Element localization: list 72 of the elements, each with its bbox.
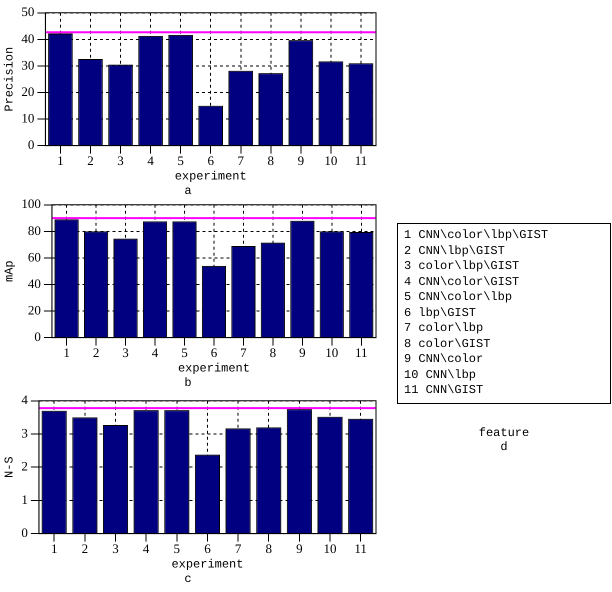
y-tick-label: 20 [28,302,41,318]
x-axis-title: experiment [171,558,244,572]
y-tick-label: 2 [21,458,28,474]
y-tick-label: 10 [21,110,34,126]
y-tick-label: 80 [28,222,41,238]
y-axis-title: mAp [2,260,16,282]
text: 10 CNN\lbp [404,368,478,383]
text: a [184,184,192,198]
x-tick-label: 10 [324,152,338,168]
text: feature [478,426,530,440]
y-axis-title: Precision [2,46,16,112]
x-tick-label: 5 [181,344,188,360]
x-tick-label: 2 [82,540,88,556]
x-tick-label: 2 [87,152,94,168]
x-tick-label: 4 [147,152,154,168]
x-tick-label: 11 [355,344,368,360]
y-tick-label: 40 [21,30,34,46]
text: 5 CNN\color\lbp [404,290,514,306]
text: 7 color\lbp [404,321,484,336]
y-tick-label: 3 [21,425,28,440]
y-tick-label: 0 [34,329,41,344]
x-tick-label: 3 [117,152,124,168]
y-tick-label: 20 [21,84,34,99]
y-tick-label: 100 [21,196,41,212]
x-tick-label: 7 [238,152,245,168]
text: 4 CNN\color\GIST [404,274,520,290]
text: b [184,376,192,390]
x-tick-label: 7 [240,344,248,360]
x-tick-label: 3 [122,344,129,360]
text: d [499,440,509,454]
x-axis-title: experiment [174,170,247,184]
text: 3 color\lbp\GIST [404,259,520,274]
x-tick-label: 3 [112,540,119,556]
x-tick-label: 4 [142,540,150,556]
text: 6 lbp\GIST [404,306,478,321]
x-tick-label: 5 [177,152,184,168]
text: 1 CNN\color\lbp\GIST [404,228,550,244]
x-tick-label: 9 [296,540,303,556]
x-tick-label: 9 [298,152,304,168]
x-tick-label: 2 [92,344,100,360]
y-tick-label: 50 [21,4,34,20]
text: 8 color\GIST [404,336,492,352]
x-tick-label: 4 [152,344,159,360]
y-tick-label: 30 [21,57,34,72]
y-tick-label: 40 [28,276,41,291]
x-axis-title: experiment [178,362,250,376]
text: 9 CNN\color [404,352,484,368]
x-tick-label: 10 [325,344,338,360]
y-axis-title: N-S [2,456,16,478]
x-tick-label: 5 [174,540,180,556]
y-tick-label: 60 [28,249,41,264]
x-tick-label: 1 [63,344,70,360]
x-tick-label: 6 [204,540,212,556]
y-tick-label: 0 [28,137,34,152]
x-tick-label: 1 [50,540,58,556]
x-tick-label: 8 [265,540,272,556]
text: 2 CNN\lbp\GIST [404,244,506,259]
y-tick-label: 1 [21,492,28,507]
x-tick-label: 7 [234,540,242,556]
x-tick-label: 8 [268,152,274,168]
x-tick-label: 11 [354,540,367,556]
x-tick-label: 6 [207,152,214,168]
x-tick-label: 9 [299,344,306,360]
y-tick-label: 4 [21,392,28,408]
x-tick-label: 8 [270,344,276,360]
x-tick-label: 1 [57,152,64,168]
x-tick-label: 11 [354,152,368,168]
x-tick-label: 10 [324,540,337,556]
text: c [184,572,192,586]
x-tick-label: 6 [210,344,218,360]
y-tick-label: 0 [21,525,28,540]
text: 11 CNN\GIST [404,383,484,398]
